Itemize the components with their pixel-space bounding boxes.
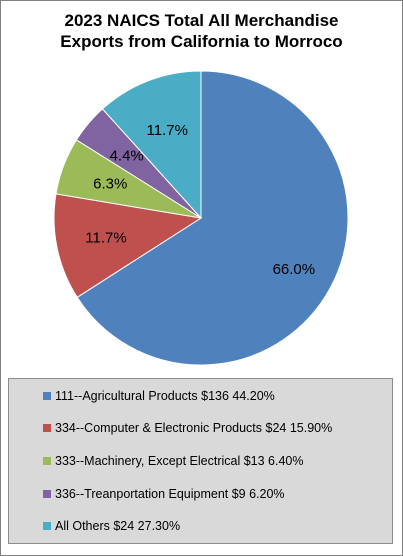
legend-item-machinery: 333--Machinery, Except Electrical $13 6.… (43, 452, 304, 470)
legend-swatch-machinery (43, 457, 51, 465)
pie-slice-agricultural (76, 70, 349, 366)
legend: 111--Agricultural Products $136 44.20% 3… (8, 378, 393, 544)
legend-swatch-all-others (43, 522, 51, 530)
data-label-transportation: 4.4% (110, 148, 144, 165)
pie-slice-computer (53, 193, 203, 298)
legend-item-computer: 334--Computer & Electronic Products $24 … (43, 419, 333, 437)
legend-label-all-others: All Others $24 27.30% (55, 519, 181, 533)
pie-slice-all-others (101, 70, 202, 220)
legend-item-agricultural: 111--Agricultural Products $136 44.20% (43, 387, 275, 405)
chart-title-line-1: 2023 NAICS Total All Merchandise (64, 11, 339, 30)
legend-item-all-others: All Others $24 27.30% (43, 517, 181, 535)
data-label-machinery: 6.3% (93, 176, 127, 193)
data-label-computer: 11.7% (85, 230, 126, 247)
legend-swatch-agricultural (43, 392, 51, 400)
legend-label-computer: 334--Computer & Electronic Products $24 … (55, 421, 333, 435)
pie-chart: 66.0%11.7%6.3%4.4%11.7% (53, 70, 349, 366)
data-label-all-others: 11.7% (147, 122, 188, 139)
legend-swatch-transportation (43, 490, 51, 498)
chart-title: 2023 NAICS Total All Merchandise Exports… (0, 10, 403, 52)
legend-label-machinery: 333--Machinery, Except Electrical $13 6.… (55, 454, 304, 468)
chart-title-line-2: Exports from California to Morroco (60, 32, 343, 51)
legend-label-agricultural: 111--Agricultural Products $136 44.20% (55, 389, 275, 403)
data-label-agricultural: 66.0% (273, 261, 316, 278)
legend-label-transportation: 336--Treanportation Equipment $9 6.20% (55, 487, 285, 501)
legend-swatch-computer (43, 424, 51, 432)
legend-item-transportation: 336--Treanportation Equipment $9 6.20% (43, 485, 285, 503)
